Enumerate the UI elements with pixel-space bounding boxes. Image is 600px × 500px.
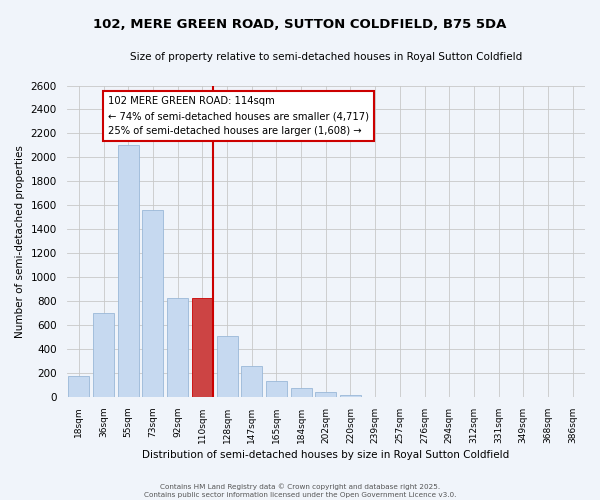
Title: Size of property relative to semi-detached houses in Royal Sutton Coldfield: Size of property relative to semi-detach… [130,52,522,62]
Text: Contains HM Land Registry data © Crown copyright and database right 2025.
Contai: Contains HM Land Registry data © Crown c… [144,483,456,498]
Bar [68,376,89,397]
Bar [266,382,287,397]
Bar [290,388,311,397]
Text: 102 MERE GREEN ROAD: 114sqm
← 74% of semi-detached houses are smaller (4,717)
25: 102 MERE GREEN ROAD: 114sqm ← 74% of sem… [108,96,369,136]
X-axis label: Distribution of semi-detached houses by size in Royal Sutton Coldfield: Distribution of semi-detached houses by … [142,450,509,460]
Bar [241,366,262,397]
Bar [315,392,336,397]
Text: 102, MERE GREEN ROAD, SUTTON COLDFIELD, B75 5DA: 102, MERE GREEN ROAD, SUTTON COLDFIELD, … [94,18,506,30]
Bar [340,394,361,397]
Bar [192,298,213,397]
Bar [118,146,139,397]
Bar [142,210,163,397]
Bar [167,298,188,397]
Bar [217,336,238,397]
Bar [93,313,114,397]
Y-axis label: Number of semi-detached properties: Number of semi-detached properties [15,145,25,338]
